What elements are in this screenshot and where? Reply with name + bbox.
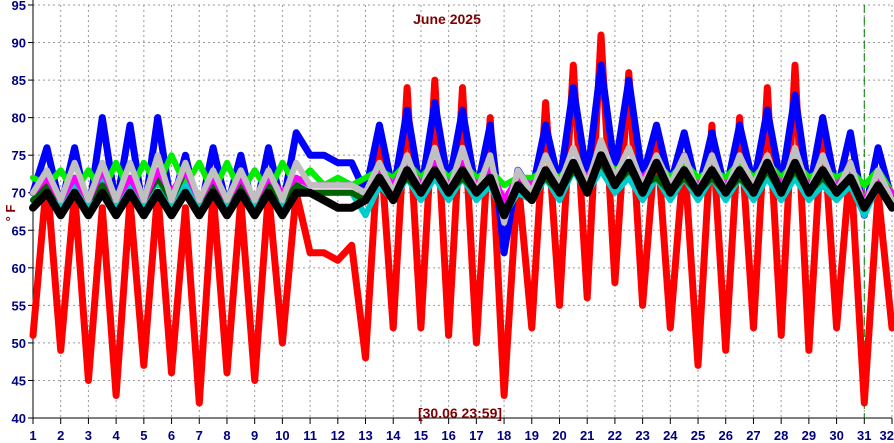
x-tick-label: 25 [691, 428, 705, 443]
series-line-6 [30, 137, 894, 226]
y-tick-label: 65 [12, 223, 26, 238]
x-tick-label: 27 [746, 428, 760, 443]
x-tick-label: 11 [303, 428, 317, 443]
x-tick-labels: 1 2 3 4 5 6 7 8 9 10 11 12 13 14 15 16 17 18 19 20 21 22 23 24 2… [29, 428, 894, 443]
x-tick-label: 28 [774, 428, 788, 443]
x-tick-label: 32 [880, 428, 894, 443]
axes [28, 0, 893, 424]
y-tick-label: 70 [12, 186, 26, 201]
x-tick-label: 4 [113, 428, 121, 443]
x-tick-label: 31 [857, 428, 871, 443]
y-tick-label: 60 [12, 261, 26, 276]
x-tick-label: 26 [719, 428, 733, 443]
series-group [29, 31, 894, 407]
x-tick-label: 10 [275, 428, 289, 443]
chart-title: June 2025 [413, 11, 481, 27]
x-tick-label: 22 [608, 428, 622, 443]
y-tick-label: 90 [12, 36, 26, 51]
x-tick-label: 5 [140, 428, 147, 443]
x-tick-label: 30 [829, 428, 843, 443]
x-tick-label: 16 [441, 428, 455, 443]
x-tick-label: 20 [552, 428, 566, 443]
y-tick-label: 95 [12, 0, 26, 13]
y-tick-label: 40 [12, 411, 26, 426]
y-tick-label: 45 [12, 373, 26, 388]
y-tick-label: 85 [12, 73, 26, 88]
y-tick-label: 75 [12, 148, 26, 163]
timestamp-label: [30.06 23:59] [418, 405, 502, 421]
x-tick-label: 8 [223, 428, 230, 443]
x-tick-label: 7 [196, 428, 203, 443]
x-tick-label: 19 [525, 428, 539, 443]
x-tick-label: 1 [29, 428, 36, 443]
y-tick-label: 50 [12, 336, 26, 351]
x-tick-label: 14 [386, 428, 401, 443]
y-axis-label: ° F [3, 205, 18, 222]
x-tick-label: 17 [469, 428, 483, 443]
x-tick-label: 21 [580, 428, 594, 443]
x-tick-label: 13 [358, 428, 372, 443]
x-tick-label: 24 [663, 428, 678, 443]
x-tick-label: 29 [802, 428, 816, 443]
x-tick-label: 12 [331, 428, 345, 443]
x-tick-label: 6 [168, 428, 175, 443]
x-tick-label: 9 [251, 428, 258, 443]
x-tick-label: 18 [497, 428, 511, 443]
series-line-0 [29, 31, 894, 407]
x-tick-label: 2 [57, 428, 64, 443]
x-tick-label: 3 [85, 428, 92, 443]
y-tick-label: 80 [12, 111, 26, 126]
x-tick-label: 15 [414, 428, 428, 443]
x-tick-label: 23 [635, 428, 649, 443]
y-tick-label: 55 [12, 298, 26, 313]
series-line-7 [29, 151, 894, 220]
y-tick-labels: 95 90 85 80 75 70 65 60 55 50 45 40 [12, 0, 26, 426]
